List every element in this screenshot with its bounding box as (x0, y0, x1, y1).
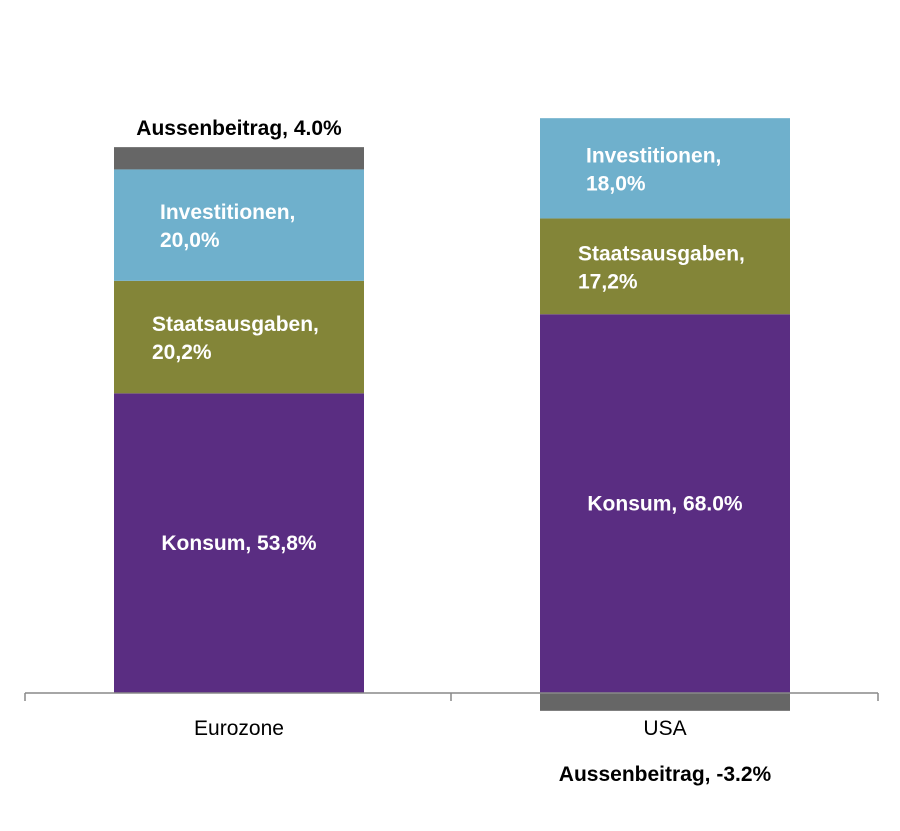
data-label-staatsausgaben: Staatsausgaben, (578, 242, 745, 265)
x-tick-label: USA (643, 717, 686, 740)
data-label-investitionen: Investitionen, (586, 144, 721, 167)
data-label-konsum: Konsum, 68.0% (587, 493, 743, 516)
data-label-investitionen: 18,0% (586, 172, 646, 195)
bar-segment-konsum (540, 314, 790, 693)
bar-segment-investitionen (540, 118, 790, 219)
data-label-aussenbeitrag: Aussenbeitrag, -3.2% (559, 763, 772, 786)
bar-segment-konsum (114, 393, 364, 693)
bar-segment-aussenbeitrag (114, 147, 364, 170)
data-label-investitionen: 20,0% (160, 229, 220, 252)
data-label-aussenbeitrag: Aussenbeitrag, 4.0% (136, 117, 342, 140)
bar-segment-aussenbeitrag (540, 693, 790, 711)
bar-segment-staatsausgaben (540, 218, 790, 315)
bar-segment-staatsausgaben (114, 280, 364, 394)
x-tick-label: Eurozone (194, 717, 284, 740)
bar-segment-investitionen (114, 169, 364, 281)
data-label-konsum: Konsum, 53,8% (161, 532, 317, 555)
data-label-staatsausgaben: 20,2% (152, 341, 212, 364)
data-label-investitionen: Investitionen, (160, 201, 295, 224)
data-label-staatsausgaben: 17,2% (578, 270, 638, 293)
data-label-staatsausgaben: Staatsausgaben, (152, 313, 319, 336)
